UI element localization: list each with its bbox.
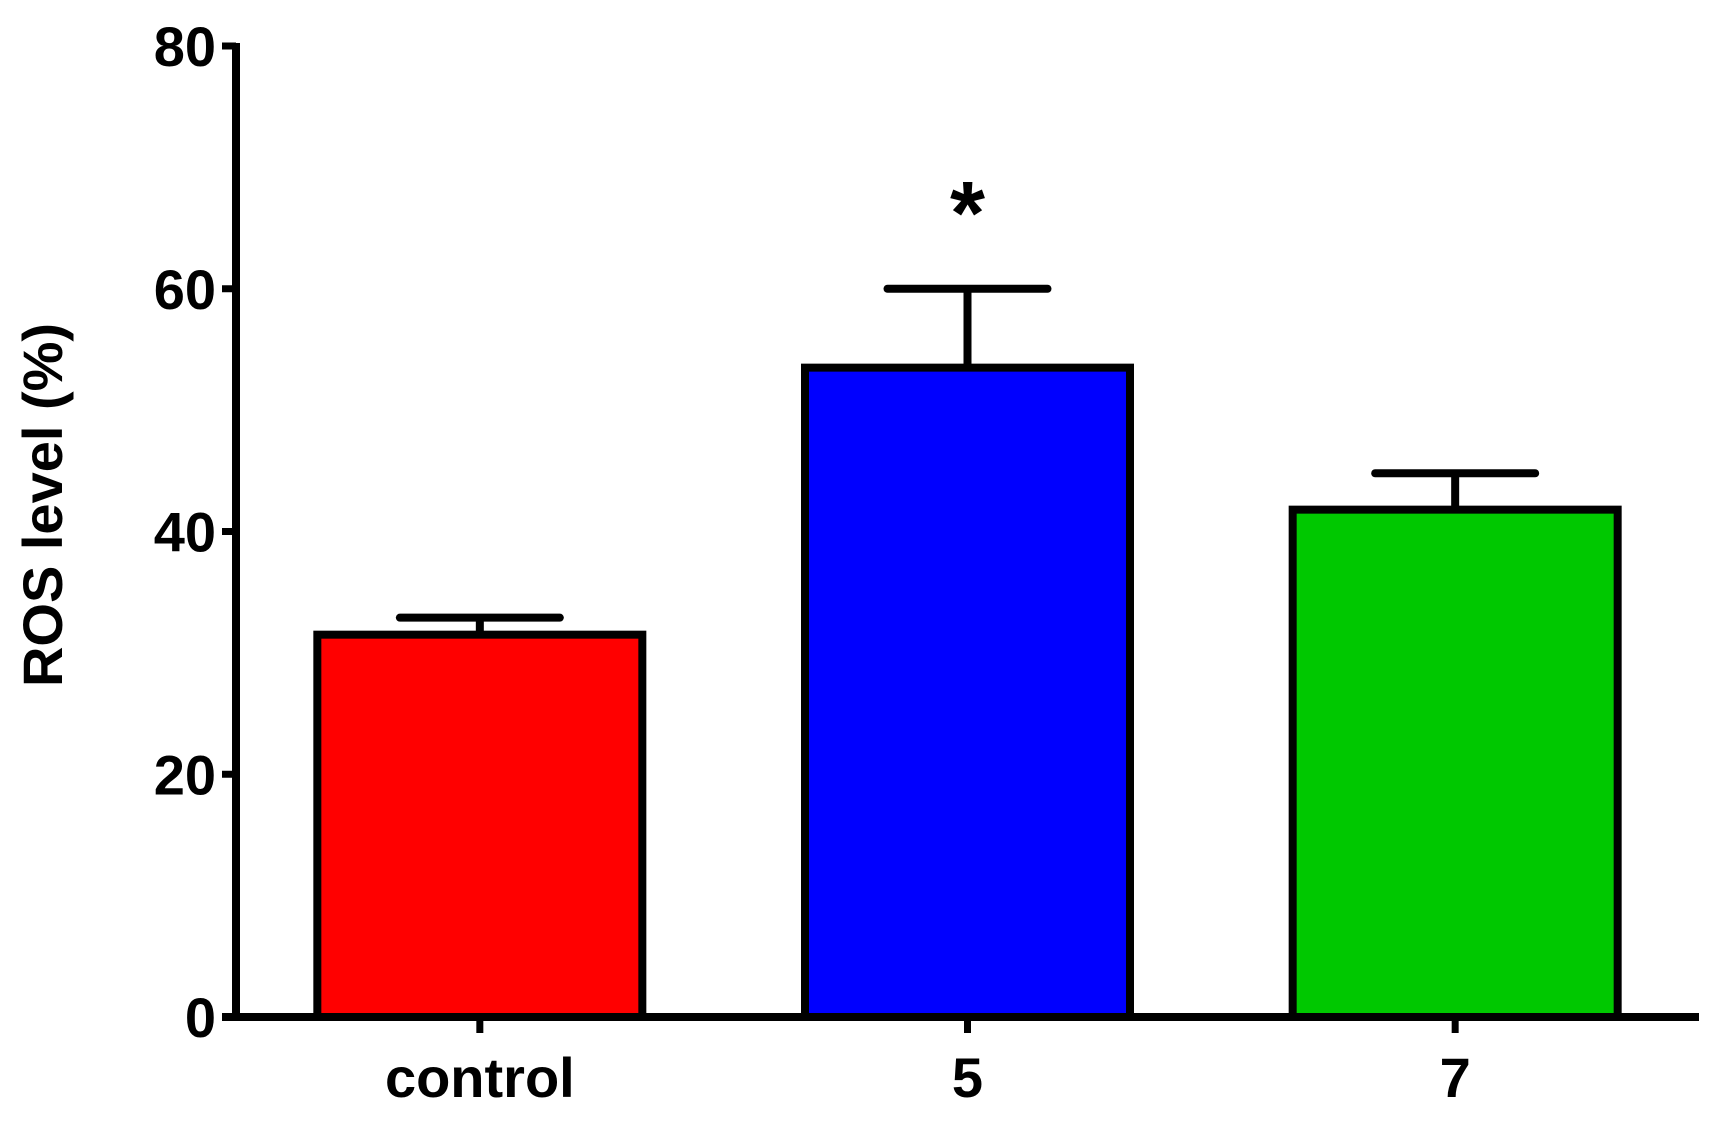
x-tick-label: control [385, 1046, 575, 1109]
y-tick-label: 20 [154, 743, 216, 806]
significance-marker: * [950, 164, 985, 264]
y-tick-label: 0 [185, 986, 216, 1049]
y-tick-label: 40 [154, 501, 216, 564]
bar [1288, 505, 1622, 1021]
y-tick-label: 60 [154, 258, 216, 321]
x-tick-label: 7 [1440, 1046, 1471, 1109]
x-tick-label: 5 [952, 1046, 983, 1109]
y-tick-label: 80 [154, 15, 216, 78]
y-axis-label: ROS level (%) [11, 323, 74, 687]
bar [801, 363, 1134, 1021]
bar [313, 630, 647, 1021]
